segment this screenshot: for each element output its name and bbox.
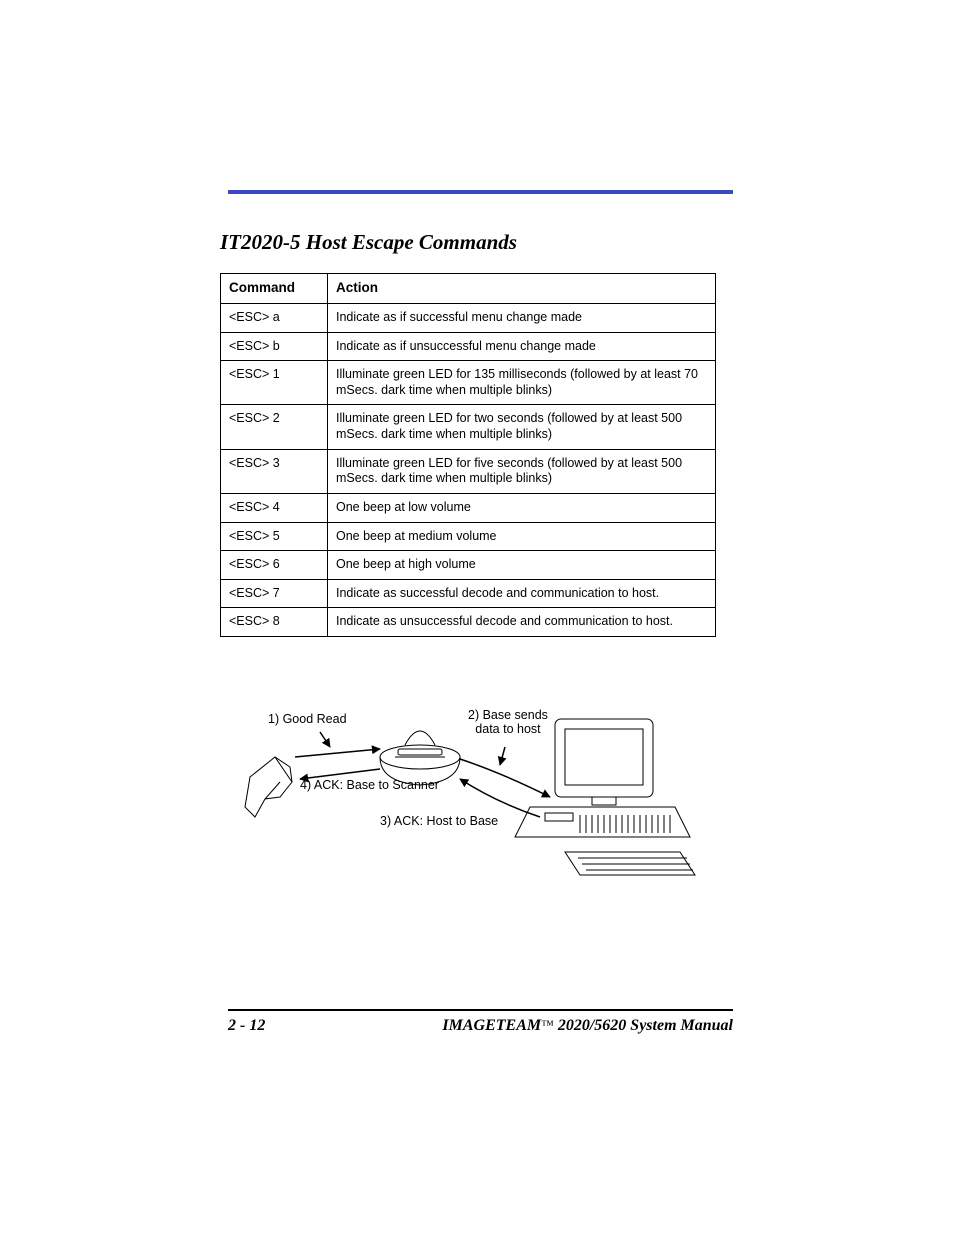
cell-command: <ESC> a xyxy=(221,303,328,332)
cell-command: <ESC> 7 xyxy=(221,579,328,608)
table-row: <ESC> aIndicate as if successful menu ch… xyxy=(221,303,716,332)
footer-tm: ™ xyxy=(541,1017,554,1032)
cell-action: Indicate as if successful menu change ma… xyxy=(328,303,716,332)
table-row: <ESC> 2Illuminate green LED for two seco… xyxy=(221,405,716,449)
table-row: <ESC> 4One beep at low volume xyxy=(221,493,716,522)
cell-action: Indicate as successful decode and commun… xyxy=(328,579,716,608)
footer-title: IMAGETEAM™ 2020/5620 System Manual xyxy=(442,1017,733,1035)
cell-command: <ESC> 4 xyxy=(221,493,328,522)
page-content: IT2020-5 Host Escape Commands Command Ac… xyxy=(0,0,954,1235)
communication-diagram: 1) Good Read 2) Base sends data to host … xyxy=(220,687,716,887)
cell-command: <ESC> b xyxy=(221,332,328,361)
cell-command: <ESC> 8 xyxy=(221,608,328,637)
cell-action: One beep at low volume xyxy=(328,493,716,522)
table-row: <ESC> 6One beep at high volume xyxy=(221,551,716,580)
section-title: IT2020-5 Host Escape Commands xyxy=(220,230,734,255)
cell-command: <ESC> 3 xyxy=(221,449,328,493)
table-row: <ESC> 3Illuminate green LED for five sec… xyxy=(221,449,716,493)
cell-action: Illuminate green LED for five seconds (f… xyxy=(328,449,716,493)
footer-brand: IMAGETEAM xyxy=(442,1017,541,1034)
cell-command: <ESC> 5 xyxy=(221,522,328,551)
table-row: <ESC> 1Illuminate green LED for 135 mill… xyxy=(221,361,716,405)
diagram-label-good-read: 1) Good Read xyxy=(268,713,347,727)
table-row: <ESC> 8Indicate as unsuccessful decode a… xyxy=(221,608,716,637)
footer-suffix: 2020/5620 System Manual xyxy=(554,1017,733,1034)
cell-action: Illuminate green LED for 135 millisecond… xyxy=(328,361,716,405)
table-row: <ESC> bIndicate as if unsuccessful menu … xyxy=(221,332,716,361)
escape-commands-table: Command Action <ESC> aIndicate as if suc… xyxy=(220,273,716,637)
table-header-row: Command Action xyxy=(221,274,716,304)
cell-action: Illuminate green LED for two seconds (fo… xyxy=(328,405,716,449)
cell-command: <ESC> 1 xyxy=(221,361,328,405)
table-row: <ESC> 5One beep at medium volume xyxy=(221,522,716,551)
diagram-label-ack-host-base: 3) ACK: Host to Base xyxy=(380,815,498,829)
page-number: 2 - 12 xyxy=(228,1017,265,1035)
cell-action: Indicate as if unsuccessful menu change … xyxy=(328,332,716,361)
cell-command: <ESC> 2 xyxy=(221,405,328,449)
cell-action: Indicate as unsuccessful decode and comm… xyxy=(328,608,716,637)
cell-action: One beep at high volume xyxy=(328,551,716,580)
col-command: Command xyxy=(221,274,328,304)
cell-action: One beep at medium volume xyxy=(328,522,716,551)
diagram-label-base-sends: 2) Base sends data to host xyxy=(468,709,548,737)
diagram-label-ack-base-scanner: 4) ACK: Base to Scanner xyxy=(300,779,439,793)
cell-command: <ESC> 6 xyxy=(221,551,328,580)
table-row: <ESC> 7Indicate as successful decode and… xyxy=(221,579,716,608)
page-footer: 2 - 12 IMAGETEAM™ 2020/5620 System Manua… xyxy=(228,1009,733,1035)
col-action: Action xyxy=(328,274,716,304)
